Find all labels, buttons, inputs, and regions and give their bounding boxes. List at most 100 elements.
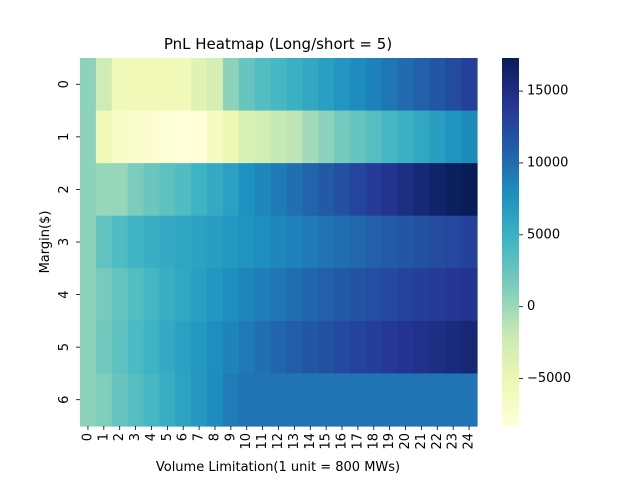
heatmap-cell-0-16: [334, 58, 351, 112]
heatmap-cell-6-18: [365, 373, 383, 427]
heatmap-cell-1-24: [461, 110, 478, 164]
heatmap-cell-4-20: [397, 268, 415, 322]
x-tick-label: 16: [335, 433, 350, 450]
heatmap-cell-2-17: [349, 163, 367, 217]
heatmap-cell-1-12: [270, 110, 288, 164]
heatmap-cell-3-15: [318, 215, 335, 269]
heatmap-cell-6-21: [413, 373, 430, 427]
heatmap-cell-4-14: [302, 268, 319, 322]
heatmap-cell-5-24: [461, 320, 478, 375]
heatmap-cell-4-18: [365, 268, 383, 322]
heatmap-cell-0-22: [429, 58, 446, 112]
heatmap-cell-1-18: [365, 110, 383, 164]
heatmap-cell-5-14: [302, 320, 319, 375]
heatmap-cell-5-3: [127, 320, 145, 375]
heatmap-cell-1-7: [191, 110, 208, 164]
x-tick-label: 9: [223, 433, 238, 441]
heatmap-cell-6-16: [334, 373, 351, 427]
heatmap-cell-2-4: [143, 163, 160, 217]
heatmap-cell-0-1: [95, 58, 113, 112]
heatmap-cell-3-8: [207, 215, 224, 269]
heatmap-cell-5-17: [349, 320, 367, 375]
heatmap-cell-5-13: [286, 320, 303, 375]
heatmap-cell-3-14: [302, 215, 319, 269]
heatmap-cell-0-13: [286, 58, 303, 112]
x-tick-label: 13: [287, 433, 302, 450]
heatmap-cell-2-14: [302, 163, 319, 217]
heatmap-cell-2-3: [127, 163, 145, 217]
heatmap-cell-6-4: [143, 373, 160, 427]
heatmap-cell-5-20: [397, 320, 415, 375]
heatmap-cell-6-1: [95, 373, 113, 427]
x-tick-label: 21: [414, 433, 429, 450]
heatmap-cell-4-1: [95, 268, 113, 322]
heatmap-cell-3-1: [95, 215, 113, 269]
x-tick-label: 22: [430, 433, 445, 450]
heatmap-cell-3-24: [461, 215, 478, 269]
x-tick-label: 17: [350, 433, 365, 450]
heatmap-cell-2-10: [238, 163, 256, 217]
heatmap-cell-4-16: [334, 268, 351, 322]
heatmap-cell-2-15: [318, 163, 335, 217]
heatmap-cell-4-24: [461, 268, 478, 322]
heatmap-cell-0-5: [159, 58, 176, 112]
heatmap-cell-6-15: [318, 373, 335, 427]
y-tick-label: 3: [57, 238, 72, 246]
heatmap-cell-1-15: [318, 110, 335, 164]
heatmap-cell-4-21: [413, 268, 430, 322]
heatmap-cell-0-23: [445, 58, 462, 112]
heatmap-cell-4-13: [286, 268, 303, 322]
heatmap-cell-3-21: [413, 215, 430, 269]
colorbar-tick-label: 0: [527, 299, 535, 314]
heatmap-cell-3-6: [175, 215, 192, 269]
heatmap-cell-2-18: [365, 163, 383, 217]
heatmap-cell-1-16: [334, 110, 351, 164]
x-axis-label: Volume Limitation(1 unit = 800 MWs): [156, 460, 400, 475]
heatmap-cell-5-5: [159, 320, 176, 375]
x-tick-label: 10: [239, 433, 254, 450]
heatmap-cell-3-10: [238, 215, 256, 269]
x-tick-label: 18: [366, 433, 381, 450]
heatmap-cell-1-8: [207, 110, 224, 164]
heatmap-cell-3-22: [429, 215, 446, 269]
heatmap-cell-5-12: [270, 320, 288, 375]
heatmap-cell-1-23: [445, 110, 462, 164]
heatmap-cell-3-5: [159, 215, 176, 269]
x-axis-ticks: 0 1 2 3 4 5 6 7 8 9 10 11 12 13 14 15 16 17 18 19 20 21 22 23 24: [80, 426, 477, 450]
x-tick-label: 24: [462, 433, 477, 450]
x-tick-label: 5: [160, 433, 175, 441]
heatmap-cell-3-3: [127, 215, 145, 269]
heatmap-cell-1-0: [80, 110, 97, 164]
x-tick-label: 4: [144, 433, 159, 441]
x-tick-label: 19: [382, 433, 397, 450]
heatmap-cell-1-10: [238, 110, 256, 164]
x-tick-label: 7: [192, 433, 207, 441]
y-tick-label: 1: [57, 133, 72, 141]
heatmap-cell-3-4: [143, 215, 160, 269]
colorbar-tick-label: 5000: [527, 227, 560, 242]
colorbar: [502, 58, 519, 426]
heatmap-cell-0-4: [143, 58, 160, 112]
heatmap-cell-1-3: [127, 110, 145, 164]
heatmap-cell-6-12: [270, 373, 288, 427]
heatmap-cell-1-17: [349, 110, 367, 164]
heatmap-cell-4-12: [270, 268, 288, 322]
heatmap-cell-6-7: [191, 373, 208, 427]
heatmap-cell-5-7: [191, 320, 208, 375]
heatmap-cell-2-7: [191, 163, 208, 217]
heatmap-cell-3-17: [349, 215, 367, 269]
heatmap-cell-4-11: [254, 268, 272, 322]
heatmap-cell-6-6: [175, 373, 192, 427]
heatmap-cell-0-15: [318, 58, 335, 112]
heatmap-cell-2-0: [80, 163, 97, 217]
heatmap-cell-5-10: [238, 320, 256, 375]
colorbar-tick-label: 10000: [527, 155, 568, 170]
heatmap-cell-1-9: [222, 110, 240, 164]
heatmap-cell-6-11: [254, 373, 272, 427]
heatmap-cell-2-1: [95, 163, 113, 217]
x-tick-label: 6: [176, 433, 191, 441]
heatmap-cell-5-9: [222, 320, 240, 375]
y-tick-label: 5: [57, 343, 72, 351]
heatmap-cell-0-20: [397, 58, 415, 112]
x-tick-label: 14: [303, 433, 318, 450]
